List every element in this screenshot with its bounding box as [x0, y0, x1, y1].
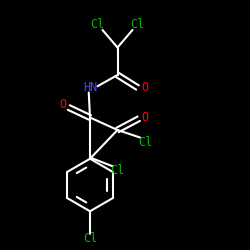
Text: O: O — [59, 98, 66, 112]
Text: HN: HN — [83, 81, 97, 94]
Text: Cl: Cl — [110, 164, 124, 176]
Text: Cl: Cl — [138, 136, 152, 149]
Text: O: O — [142, 111, 148, 124]
Text: Cl: Cl — [83, 232, 97, 245]
Text: Cl: Cl — [130, 18, 144, 32]
Text: O: O — [142, 81, 148, 94]
Text: Cl: Cl — [90, 18, 104, 32]
